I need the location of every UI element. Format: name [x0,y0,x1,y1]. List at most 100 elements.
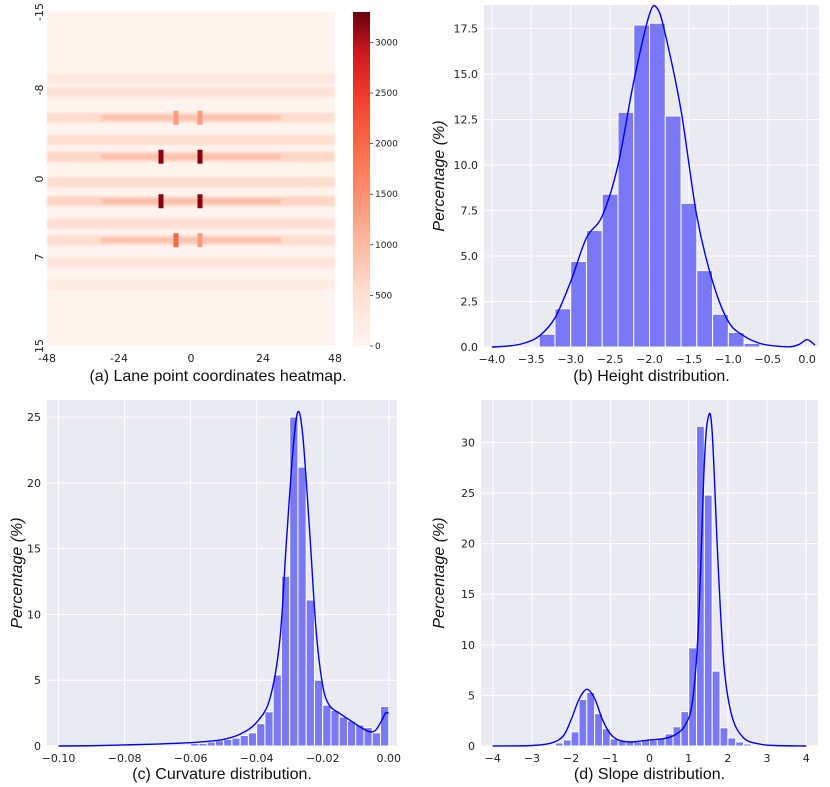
histogram-bar [649,22,666,348]
histogram-bar [190,742,200,747]
heatmap-density [47,73,335,290]
x-tick-label: 2 [724,752,731,765]
caption-heatmap: (a) Lane point coordinates heatmap. [89,368,346,385]
heatmap-hot-spot [158,149,164,164]
y-tick-label: 10 [461,639,475,652]
histogram-bar [313,679,324,747]
heatmap-x-tick-label: -24 [110,352,128,365]
heatmap-hot-spot [197,233,203,248]
y-tick-label: 0.0 [461,341,479,354]
x-tick-label: −2 [563,752,579,765]
heatmap-lane-streak [101,198,281,205]
height-panel: 0.0 2.5 5.0 7.5 10.0 12.5 15.0 17.5 −4.0 −3.5 −3.0… [431,4,819,385]
histogram-bar [198,742,208,747]
x-tick-label: −4 [485,752,501,765]
heatmap-lane-band [47,218,335,229]
y-axis-label: Percentage (%) [9,517,26,628]
histogram-bar [735,741,745,747]
y-tick-label: 15 [27,543,41,556]
histogram-bar [247,732,258,747]
histogram-bar [256,723,266,747]
histogram-bar [379,706,390,747]
histogram-bar [223,738,233,747]
y-tick-label: 5 [34,674,41,687]
x-tick-label: −1.0 [715,353,742,366]
y-tick-label: 2.5 [461,296,479,309]
y-tick-label: 0 [34,740,41,753]
histogram-bar [712,313,729,348]
histogram-bar [562,739,572,747]
histogram-bar [727,737,737,747]
y-tick-label: 10.0 [454,159,479,172]
histogram-bar [578,698,588,747]
y-tick-label: 20 [461,538,475,551]
histogram-bar [696,270,714,348]
heatmap-y-tick-label: -15 [33,3,46,21]
histogram-bar [239,734,249,747]
histogram-bar [272,674,282,747]
histogram-bar [538,333,556,348]
kde-curve [58,410,389,747]
heatmap-y-tick-label: -8 [33,84,46,95]
colorbar-tick-label: 2000 [375,140,398,150]
heatmap-hot-spot [197,110,203,125]
x-tick-label: −0.10 [42,752,76,765]
plot-background [47,400,397,746]
heatmap-x-tick-label: -48 [38,352,56,365]
y-tick-label: 12.5 [454,114,479,127]
x-tick-label: 0.0 [798,353,816,366]
colorbar-tick-label: 1500 [375,190,398,200]
colorbar-tick-label: 3000 [375,38,398,48]
histogram-bar [649,739,658,747]
histogram-bar [680,202,698,348]
histogram-bar [664,733,674,747]
heatmap-lane-streak [101,153,281,160]
histogram-bar [214,740,225,747]
heatmap-lane-band [47,135,335,146]
histogram-bar [743,743,752,747]
heatmap-y-tick-label: 15 [33,339,46,353]
heatmap-y-tick-label: 7 [33,253,46,260]
histogram-bar [617,111,635,348]
heatmap-hot-spot [197,194,203,209]
histogram-bar [322,704,332,747]
y-tick-label: 5.0 [461,250,479,263]
x-tick-label: −3.0 [557,353,584,366]
heatmap-x-tick-label: 0 [188,352,195,365]
histogram-bar [711,670,721,747]
histogram-bar [231,737,241,747]
kde-curve [491,4,816,348]
histogram-bar [586,691,596,747]
histogram-bar [719,727,729,747]
x-tick-label: −3 [524,752,540,765]
y-tick-label: 15 [461,588,475,601]
heatmap-x-tick-label: 48 [328,352,342,365]
heatmap-lane-streak [101,237,281,244]
colorbar-tick-label: 0 [375,342,381,352]
x-tick-label: −4.0 [479,353,506,366]
y-tick-label: 25 [461,487,475,500]
histogram-bar [743,342,761,348]
y-tick-label: 10 [27,608,41,621]
heatmap-lane-streak [101,114,281,121]
x-tick-label: 0.00 [376,752,401,765]
x-tick-label: −2.5 [597,353,624,366]
histogram-bar [330,709,340,747]
colorbar-axis: 0 500 1000 1500 2000 2500 3000 [370,38,398,352]
x-tick-label: −0.08 [108,752,142,765]
heatmap-colorbar [353,12,370,346]
heatmap-lane-band [47,279,335,290]
heatmap-hot-spot [158,194,164,209]
x-tick-label: 0 [646,752,653,765]
histogram-bar [570,731,580,747]
histogram-bar [703,494,713,747]
x-tick-label: −0.02 [306,752,340,765]
x-tick-label: −0.5 [754,353,781,366]
histogram-bar [554,742,564,747]
y-tick-label: 20 [27,477,41,490]
histogram-bar [305,599,315,747]
x-tick-label: −0.04 [240,752,274,765]
y-axis-label: Percentage (%) [431,517,448,628]
x-tick-label: −2.0 [636,353,663,366]
panel-caption: (b) Height distribution. [573,368,730,385]
